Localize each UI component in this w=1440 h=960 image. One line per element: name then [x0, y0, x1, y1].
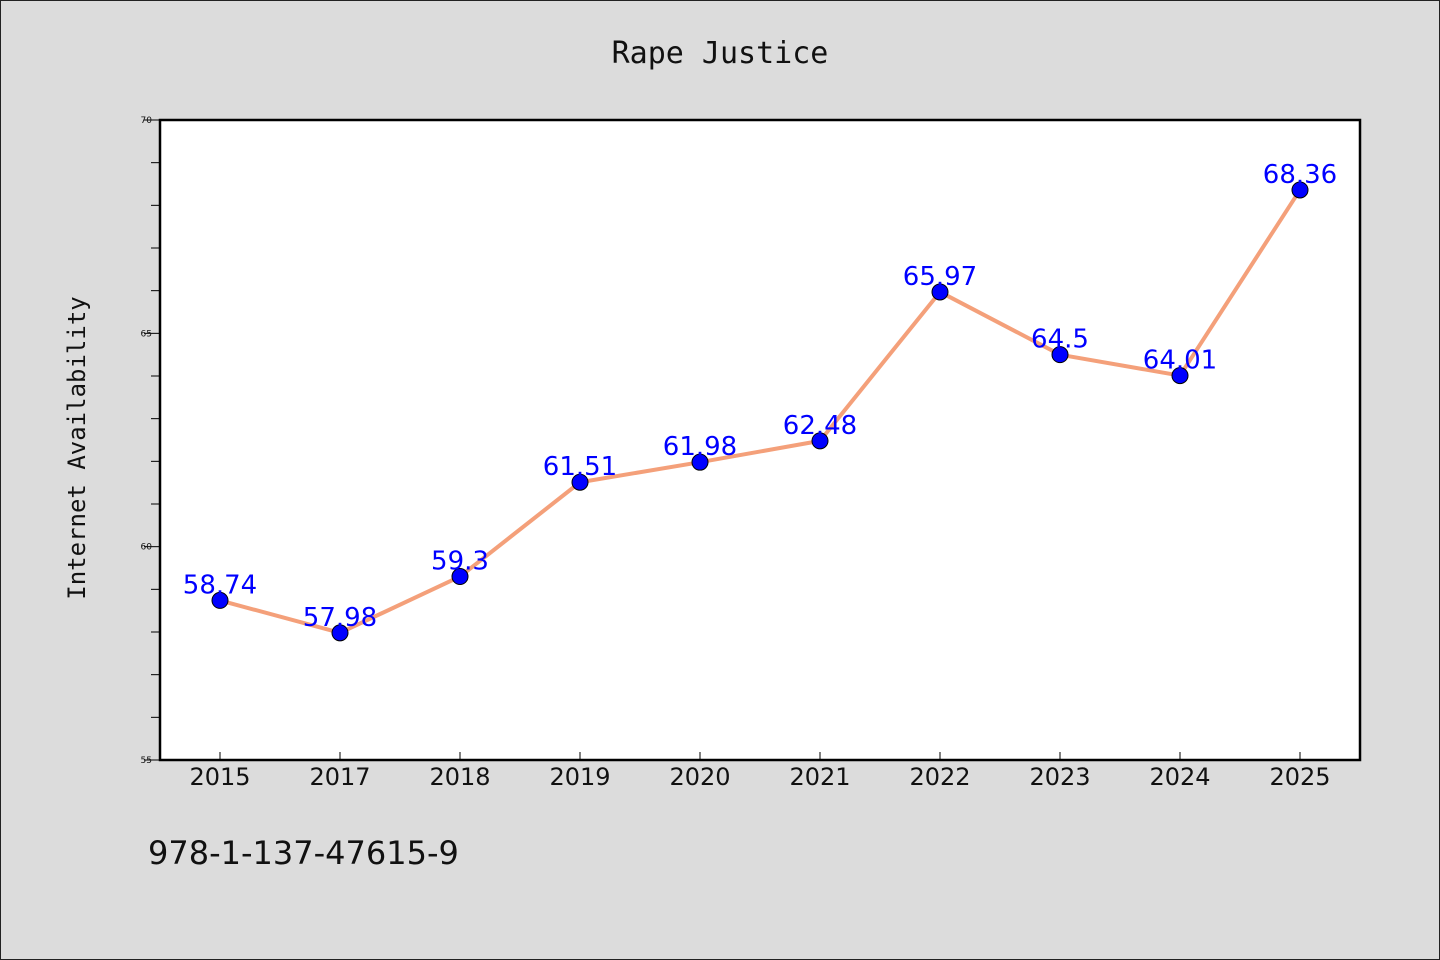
data-label: 65.97 [903, 262, 977, 292]
data-label: 61.51 [543, 452, 617, 482]
data-point-marker [1171, 367, 1189, 385]
data-label: 64.5 [1031, 325, 1089, 355]
data-label: 59.3 [431, 547, 489, 577]
data-label: 64.01 [1143, 346, 1217, 376]
plot-area [158, 118, 1362, 762]
y-tick-label: 60 [141, 543, 153, 553]
data-label: 57.98 [303, 603, 377, 633]
data-point-marker [211, 591, 229, 609]
x-tick-label: 2017 [309, 763, 370, 791]
x-tick-label: 2020 [669, 763, 730, 791]
data-point-marker [811, 432, 829, 450]
data-label: 58.74 [183, 570, 257, 600]
data-label: 68.36 [1263, 160, 1337, 190]
data-point-marker [931, 283, 949, 301]
data-point-marker [571, 473, 589, 491]
x-tick-label: 2024 [1149, 763, 1210, 791]
data-point-marker [1291, 181, 1309, 199]
x-axis: 2015 2017 2018 2019 2020 2021 2022 2023 2024 2025 [189, 752, 1331, 791]
series-line-group [219, 188, 1302, 635]
x-tick-label: 2023 [1029, 763, 1090, 791]
data-label: 62.48 [783, 411, 857, 441]
y-tick-label: 70 [141, 116, 153, 126]
x-tick-label: 2022 [909, 763, 970, 791]
data-labels-group: 58.74 57.98 59.3 61.51 61.98 62.48 65.97 64.5 64… [183, 160, 1337, 633]
x-tick-label: 2021 [789, 763, 850, 791]
chart-title: Rape Justice [612, 36, 829, 71]
x-tick-label: 2018 [429, 763, 490, 791]
markers-group [211, 181, 1309, 642]
y-axis: 55 60 65 70 [141, 116, 160, 766]
data-point-marker [691, 453, 709, 471]
data-point-marker [1051, 346, 1069, 364]
series-line [219, 188, 1302, 635]
y-axis-label: Internet Availability [63, 296, 91, 599]
y-tick-label: 55 [141, 756, 152, 766]
footer-isbn: 978-1-137-47615-9 [148, 834, 459, 872]
x-tick-label: 2025 [1269, 763, 1330, 791]
y-tick-label: 65 [141, 329, 152, 339]
data-point-marker [331, 624, 349, 642]
x-tick-label: 2019 [549, 763, 610, 791]
data-point-marker [451, 568, 469, 586]
data-label: 61.98 [663, 432, 737, 462]
x-tick-label: 2015 [189, 763, 250, 791]
